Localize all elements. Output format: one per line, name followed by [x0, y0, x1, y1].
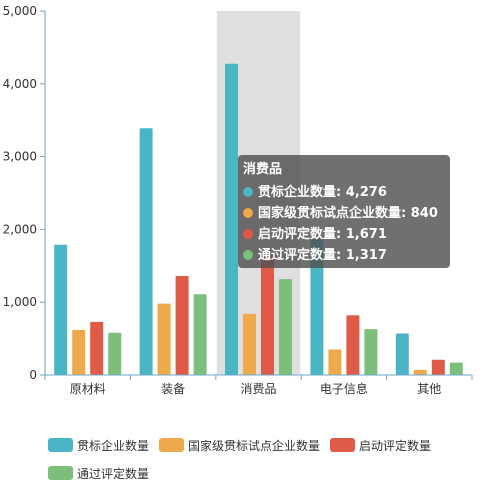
y-tick-label: 3,000 — [3, 150, 37, 164]
bar — [261, 253, 274, 375]
bar — [346, 315, 360, 375]
y-tick-label: 1,000 — [3, 295, 37, 309]
legend-swatch-icon — [48, 438, 73, 452]
legend-row: 通过评定数量 — [48, 464, 488, 484]
chart-legend: 贯标企业数量 国家级贯标试点企业数量 启动评定数量 通过评定数量 — [48, 436, 488, 484]
x-tick-label: 消费品 — [240, 382, 276, 396]
legend-label: 通过评定数量 — [77, 467, 150, 481]
legend-item[interactable]: 通过评定数量 — [48, 464, 149, 484]
bar — [90, 321, 104, 375]
bar — [139, 128, 153, 375]
bar — [175, 275, 189, 375]
y-tick-label: 2,000 — [3, 222, 37, 236]
legend-item[interactable]: 国家级贯标试点企业数量 — [159, 436, 320, 456]
bar — [157, 303, 171, 375]
x-tick-label: 原材料 — [70, 382, 106, 396]
bar — [193, 294, 207, 375]
legend-row: 贯标企业数量 国家级贯标试点企业数量 启动评定数量 — [48, 436, 488, 456]
bar — [449, 362, 463, 375]
bar-chart: 0 1,000 2,000 3,000 4,000 5,000 原材料 装备 消费品 电子信息 其他 — [3, 4, 473, 396]
bar — [413, 369, 427, 375]
legend-label: 启动评定数量 — [359, 439, 432, 453]
bar — [279, 279, 292, 375]
legend-swatch-icon — [48, 466, 73, 480]
bar — [431, 359, 445, 375]
legend-item[interactable]: 启动评定数量 — [330, 436, 431, 456]
legend-swatch-icon — [159, 438, 185, 452]
legend-item[interactable]: 贯标企业数量 — [48, 436, 149, 456]
y-tick-label: 0 — [29, 368, 37, 382]
bar — [243, 313, 256, 375]
bar — [364, 329, 378, 375]
legend-label: 国家级贯标试点企业数量 — [188, 439, 321, 453]
bar — [72, 329, 86, 375]
x-tick-label: 装备 — [161, 382, 185, 396]
legend-label: 贯标企业数量 — [77, 439, 150, 453]
x-tick-label: 电子信息 — [320, 381, 368, 396]
bar — [328, 349, 342, 375]
y-tick-label: 4,000 — [3, 77, 37, 91]
x-tick-label: 其他 — [417, 382, 441, 396]
bar — [54, 244, 68, 375]
bar — [108, 332, 122, 375]
y-tick-label: 5,000 — [3, 4, 37, 18]
bar — [225, 63, 238, 375]
legend-swatch-icon — [330, 438, 356, 452]
bar — [310, 238, 324, 375]
bar — [395, 333, 409, 375]
